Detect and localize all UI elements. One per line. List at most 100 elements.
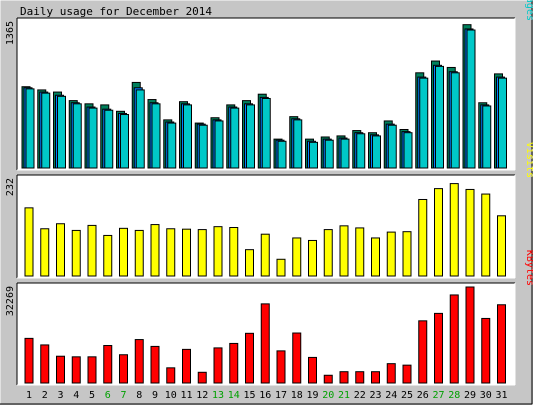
kbytes-bar-kbytes	[119, 354, 128, 384]
hits-bar-pages	[277, 140, 287, 169]
kbytes-bar-kbytes	[371, 371, 380, 384]
kbytes-bar-kbytes	[166, 367, 176, 384]
x-tick-label: 10	[165, 390, 177, 401]
kbytes-bar-kbytes	[497, 304, 506, 384]
visits-bar-visits	[497, 215, 506, 277]
x-tick-label: 15	[243, 390, 255, 401]
kbytes-bar-kbytes	[402, 364, 412, 384]
hits-bar-pages	[498, 77, 507, 169]
visits-bar-visits	[40, 228, 50, 277]
series-label-part: Pages	[524, 0, 533, 21]
kbytes-bar-kbytes	[134, 339, 144, 384]
visits-bar-visits	[245, 249, 254, 277]
x-axis-labels: 1 2 3 4 5 6 7 8 9 10 11 12 13 14 15 16 17 18 19 20 21 22 23 24 2…	[26, 390, 508, 401]
x-tick-label: 12	[196, 390, 208, 401]
hits-bar-pages	[403, 132, 413, 169]
x-tick-label: 16	[259, 390, 271, 401]
kbytes-bar-kbytes	[245, 332, 254, 384]
hits-bar-pages	[104, 109, 114, 169]
x-tick-label: 21	[338, 390, 350, 401]
visits-bar-visits	[481, 193, 491, 277]
kbytes-bar-kbytes	[386, 363, 396, 384]
visits-bar-visits	[449, 183, 459, 277]
x-tick-label: 18	[291, 390, 303, 401]
kbytes-bar-kbytes	[24, 337, 34, 384]
hits-bar-pages	[419, 77, 429, 169]
hits-bar-pages	[450, 72, 460, 169]
visits-bar-visits	[24, 207, 34, 277]
kbytes-bar-kbytes	[56, 355, 65, 384]
x-tick-label: 23	[369, 390, 381, 401]
kbytes-bar-kbytes	[465, 286, 475, 384]
visits-bar-visits	[339, 225, 349, 277]
kbytes-bar-kbytes	[103, 345, 113, 384]
visits-bar-visits	[465, 188, 475, 277]
x-tick-label: 11	[180, 390, 192, 401]
hits-bar-pages	[135, 89, 145, 169]
hits-bar-pages	[167, 122, 177, 169]
x-tick-label: 4	[73, 390, 79, 401]
series-label: Hits/Files/Pages	[524, 0, 533, 21]
kbytes-panel: 32269 KBytes	[5, 250, 533, 386]
visits-bar-visits	[213, 226, 223, 277]
kbytes-bar-kbytes	[418, 320, 428, 384]
x-tick-label: 1	[26, 390, 32, 401]
visits-bar-visits	[418, 198, 428, 277]
x-tick-label: 22	[354, 390, 366, 401]
kbytes-bar-kbytes	[229, 342, 239, 384]
visits-bar-visits	[134, 229, 144, 277]
kbytes-bar-kbytes	[260, 303, 270, 384]
kbytes-bar-kbytes	[213, 347, 223, 384]
hits-bar-pages	[466, 29, 476, 169]
visits-bar-visits	[355, 227, 365, 277]
visits-bar-visits	[386, 231, 396, 277]
hits-bar-pages	[324, 139, 334, 169]
visits-bar-visits	[229, 227, 239, 277]
y-max-label: 32269	[5, 286, 16, 316]
visits-bar-visits	[276, 258, 286, 277]
kbytes-bar-kbytes	[87, 356, 97, 384]
x-tick-label: 7	[120, 390, 126, 401]
x-tick-label: 17	[275, 390, 287, 401]
x-tick-label: 30	[480, 390, 492, 401]
x-tick-label: 14	[228, 390, 240, 401]
hits-bar-pages	[293, 119, 303, 169]
visits-bar-visits	[402, 231, 412, 277]
visits-bar-visits	[150, 224, 160, 277]
x-tick-label: 31	[495, 390, 507, 401]
x-tick-label: 28	[448, 390, 460, 401]
kbytes-bar-kbytes	[323, 374, 333, 384]
x-tick-label: 26	[417, 390, 429, 401]
kbytes-bar-kbytes	[449, 294, 459, 384]
x-tick-label: 25	[401, 390, 413, 401]
x-tick-label: 8	[136, 390, 142, 401]
hits-bar-pages	[57, 95, 66, 169]
visits-bar-visits	[323, 229, 333, 277]
visits-bar-visits	[292, 237, 302, 277]
visits-bar-visits	[434, 188, 443, 277]
hits-bar-pages	[482, 105, 492, 169]
hits-bar-pages	[309, 141, 318, 169]
kbytes-bar-kbytes	[339, 371, 349, 384]
hits-bar-pages	[356, 133, 366, 169]
kbytes-bar-kbytes	[150, 345, 160, 384]
visits-bar-visits	[260, 233, 270, 277]
series-label: KBytes	[524, 250, 533, 286]
visits-bar-visits	[71, 229, 81, 277]
hits-bar-pages	[25, 88, 35, 169]
x-tick-label: 24	[385, 390, 397, 401]
hits-bar-pages	[435, 65, 444, 169]
hits-bar-pages	[372, 135, 381, 169]
visits-bar-visits	[371, 237, 380, 277]
chart-panels: 1365 Hits/Files/Pages 232 Visits 32269 KBytes	[5, 0, 533, 386]
x-tick-label: 6	[105, 390, 111, 401]
x-tick-label: 2	[42, 390, 48, 401]
chart-title: Daily usage for December 2014	[20, 5, 212, 18]
visits-bar-visits	[119, 227, 128, 277]
hits-bar-pages	[120, 114, 129, 169]
x-tick-label: 19	[306, 390, 318, 401]
visits-bar-visits	[87, 224, 97, 277]
hits-bar-pages	[387, 124, 397, 169]
kbytes-bar-kbytes	[197, 371, 207, 384]
